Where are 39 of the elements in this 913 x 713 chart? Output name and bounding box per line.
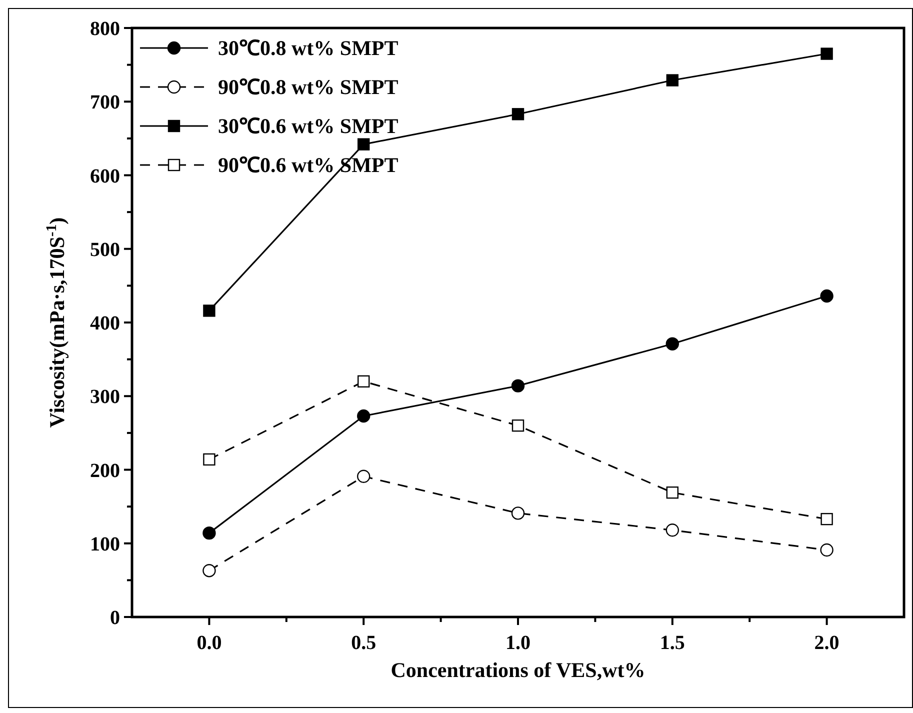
x-axis-title: Concentrations of VES,wt% [390,658,646,682]
y-tick-label: 500 [90,238,120,261]
y-tick-label: 400 [90,312,120,334]
x-tick-label: 1.5 [660,632,685,654]
point [357,470,370,483]
point [820,512,833,526]
x-tick-label: 2.0 [814,632,840,654]
point [202,564,216,578]
y-tick-label: 100 [90,533,120,556]
point [358,375,370,388]
legend-label: 30℃0.6 wt% SMPT [218,114,398,138]
y-tick-label: 0 [110,607,120,629]
y-tick-label: 300 [90,386,120,408]
x-tick-label: 0.0 [196,632,222,654]
point [511,506,525,520]
x-tick-label: 0.5 [351,632,376,654]
point [820,48,833,60]
point [203,304,216,317]
point [357,409,370,423]
point [666,74,678,86]
point [511,379,525,392]
point [666,337,679,350]
point [666,486,678,499]
point [358,138,370,150]
point [512,108,524,120]
legend-label: 90℃0.6 wt% SMPT [218,153,398,177]
y-tick-label: 200 [90,460,120,482]
point [820,289,834,303]
point [666,524,679,537]
x-tick-label: 1.0 [506,632,530,654]
y-tick-label: 800 [90,18,120,40]
point [203,453,216,466]
point [202,526,216,540]
y-tick-label: 700 [90,92,120,114]
y-tick-label: 600 [90,165,120,188]
legend-label: 90℃0.8 wt% SMPT [218,75,398,99]
point [512,419,524,432]
legend-label: 30℃0.8 wt% SMPT [218,36,398,60]
point [820,543,834,557]
